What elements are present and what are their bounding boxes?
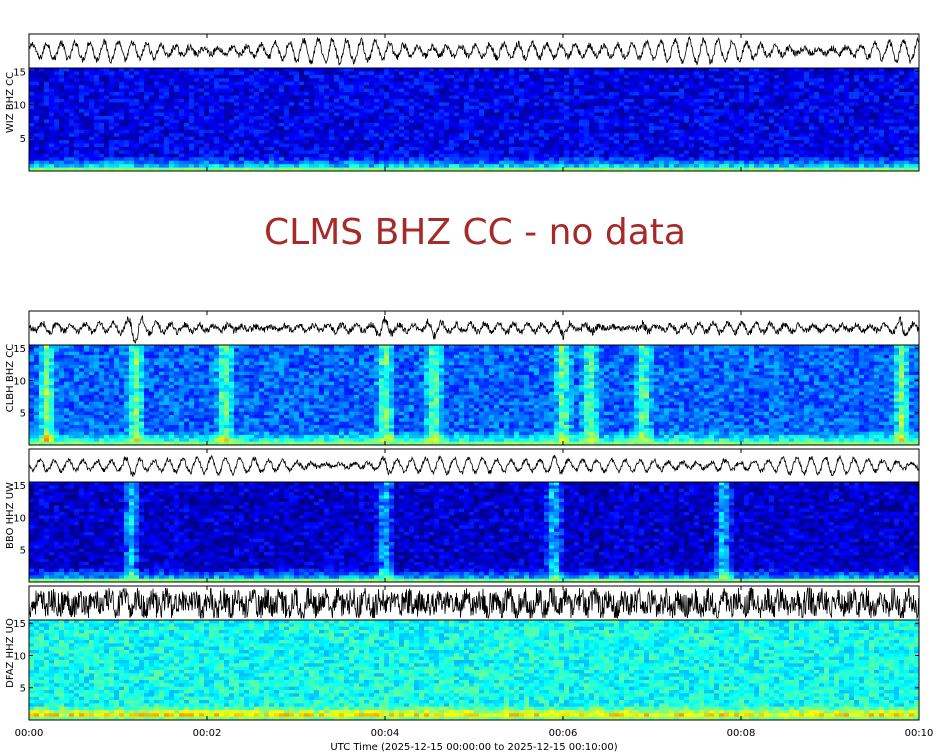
- station-label: WIZ BHZ CC: [5, 72, 16, 133]
- y-tick-label: 15: [13, 67, 26, 78]
- y-tick-label: 15: [13, 619, 26, 630]
- y-tick-label: 5: [20, 409, 26, 420]
- y-tick-label: 10: [13, 101, 26, 112]
- y-tick-label: 5: [20, 546, 26, 557]
- spectrogram: [29, 482, 920, 583]
- station-label: DFAZ HHZ UO: [5, 618, 16, 688]
- waveform-frame: [28, 33, 920, 69]
- spectrogram-frame: [28, 344, 920, 446]
- waveform-trace: [28, 314, 920, 344]
- spectrogram-frame: [28, 481, 920, 583]
- y-tick-label: 10: [13, 651, 26, 662]
- waveform-trace: [28, 587, 920, 620]
- spectrogram-frame: [28, 619, 920, 721]
- station-label: BBO HHZ UW: [5, 482, 16, 549]
- y-tick-label: 5: [20, 134, 26, 145]
- y-tick-label: 10: [13, 513, 26, 524]
- spectrogram: [29, 68, 920, 172]
- waveform-frame: [28, 448, 920, 483]
- waveform-frame: [28, 310, 920, 346]
- clms-no-data-message: CLMS BHZ CC - no data: [0, 212, 950, 253]
- x-tick-label: 00:08: [727, 728, 756, 739]
- spectrogram-frame: [28, 67, 920, 172]
- x-axis: 00:00 00:02 00:04 00:06 00:08 00:10 UTC Time (…: [15, 728, 934, 753]
- x-tick-label: 00:04: [371, 728, 400, 739]
- y-tick-label: 5: [20, 684, 26, 695]
- waveform-trace: [28, 454, 920, 478]
- y-tick-label: 15: [13, 344, 26, 355]
- spectrogram: [29, 345, 920, 446]
- y-tick-label: 10: [13, 376, 26, 387]
- x-axis-label: UTC Time (2025-12-15 00:00:00 to 2025-12…: [330, 742, 617, 753]
- x-tick-label: 00:00: [15, 728, 44, 739]
- x-tick-label: 00:06: [549, 728, 578, 739]
- station-label: CLBH BHZ CC: [5, 344, 16, 413]
- spectrogram: [29, 620, 920, 721]
- x-tick-label: 00:02: [193, 728, 222, 739]
- x-tick-label: 00:10: [905, 728, 934, 739]
- waveform-trace: [28, 35, 920, 66]
- y-tick-label: 15: [13, 481, 26, 492]
